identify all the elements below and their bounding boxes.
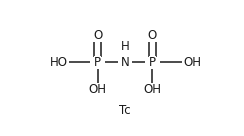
Text: OH: OH [89, 83, 107, 96]
Text: P: P [149, 56, 156, 69]
Text: HO: HO [50, 56, 68, 69]
Text: Tc: Tc [119, 104, 131, 117]
Text: H: H [121, 40, 129, 53]
Text: OH: OH [143, 83, 162, 96]
Text: N: N [121, 56, 129, 69]
Text: O: O [93, 29, 102, 42]
Text: P: P [94, 56, 101, 69]
Text: OH: OH [183, 56, 201, 69]
Text: O: O [148, 29, 157, 42]
